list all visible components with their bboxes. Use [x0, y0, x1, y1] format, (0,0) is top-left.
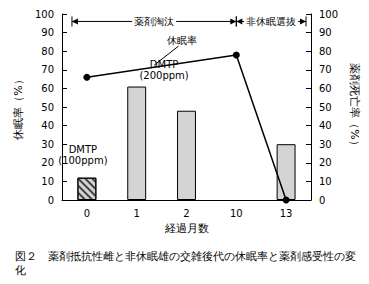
- svg-text:13: 13: [280, 208, 293, 219]
- svg-text:60: 60: [319, 83, 332, 94]
- svg-text:0: 0: [48, 195, 54, 206]
- svg-text:10: 10: [41, 176, 54, 187]
- svg-text:DMTP: DMTP: [69, 144, 97, 155]
- svg-text:90: 90: [41, 27, 54, 38]
- svg-text:薬剤死亡率（%）: 薬剤死亡率（%）: [348, 63, 361, 150]
- svg-text:40: 40: [319, 120, 332, 131]
- svg-text:50: 50: [319, 102, 332, 113]
- svg-text:60: 60: [41, 83, 54, 94]
- svg-text:0: 0: [84, 208, 90, 219]
- svg-text:休眠率（%）: 休眠率（%）: [12, 74, 25, 139]
- svg-text:100: 100: [319, 9, 338, 20]
- svg-text:(200ppm): (200ppm): [139, 70, 188, 81]
- svg-text:1: 1: [134, 208, 140, 219]
- svg-text:休眠率: 休眠率: [167, 35, 197, 46]
- svg-text:20: 20: [319, 157, 332, 168]
- svg-text:図２ 薬剤抵抗性雌と非休眠雄の交雑後代の休眠率と薬剤感受性の: 図２ 薬剤抵抗性雌と非休眠雄の交雑後代の休眠率と薬剤感受性の変: [15, 250, 356, 263]
- svg-text:10: 10: [230, 208, 243, 219]
- svg-text:(100ppm): (100ppm): [58, 155, 107, 166]
- svg-text:化: 化: [15, 264, 26, 277]
- svg-text:非休眠選抜: 非休眠選抜: [246, 16, 296, 27]
- svg-text:90: 90: [319, 27, 332, 38]
- svg-text:30: 30: [319, 139, 332, 150]
- svg-text:40: 40: [41, 120, 54, 131]
- svg-text:DMTP: DMTP: [150, 59, 178, 70]
- svg-text:100: 100: [35, 9, 54, 20]
- svg-text:30: 30: [41, 139, 54, 150]
- svg-text:70: 70: [319, 64, 332, 75]
- svg-text:0: 0: [319, 195, 325, 206]
- svg-text:20: 20: [41, 157, 54, 168]
- svg-text:80: 80: [41, 46, 54, 57]
- svg-text:2: 2: [183, 208, 189, 219]
- svg-text:経過月数: 経過月数: [164, 222, 209, 235]
- svg-text:80: 80: [319, 46, 332, 57]
- svg-text:薬剤淘汰: 薬剤淘汰: [134, 16, 174, 27]
- svg-text:70: 70: [41, 64, 54, 75]
- svg-text:50: 50: [41, 102, 54, 113]
- svg-text:10: 10: [319, 176, 332, 187]
